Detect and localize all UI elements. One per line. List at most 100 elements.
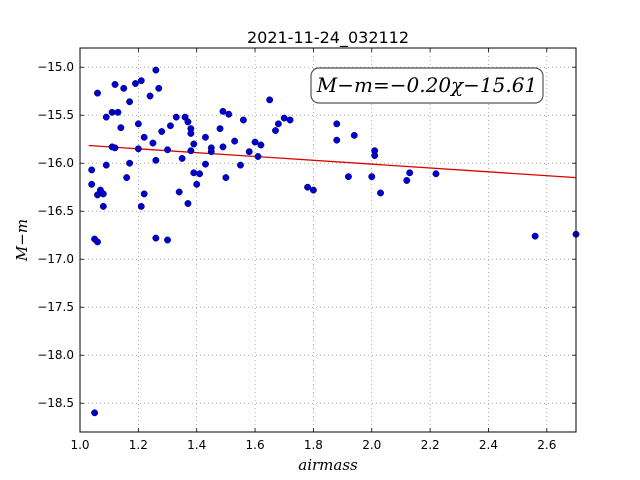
annotation-box: M−m=−0.20χ−15.61 bbox=[310, 67, 544, 104]
data-point bbox=[140, 133, 148, 141]
data-point bbox=[164, 146, 171, 154]
data-point bbox=[146, 92, 154, 100]
data-point bbox=[164, 236, 171, 244]
data-point bbox=[131, 80, 139, 87]
data-point bbox=[120, 84, 128, 92]
x-tick-label: 1.6 bbox=[246, 438, 265, 452]
data-point bbox=[274, 120, 282, 128]
data-point bbox=[102, 161, 110, 169]
y-tick-label: −16.0 bbox=[37, 156, 74, 170]
data-point bbox=[91, 409, 99, 417]
data-point bbox=[140, 190, 148, 198]
data-point bbox=[187, 147, 195, 155]
data-point bbox=[126, 98, 134, 106]
fit-equation: M−m=−0.20χ−15.61 bbox=[316, 73, 537, 97]
data-point bbox=[108, 108, 116, 116]
data-point bbox=[304, 183, 312, 191]
data-point bbox=[152, 66, 160, 74]
data-point bbox=[231, 137, 239, 145]
y-tick-label: −17.5 bbox=[37, 300, 74, 314]
data-point bbox=[184, 200, 192, 207]
data-point bbox=[172, 113, 180, 121]
x-tick-label: 2.4 bbox=[479, 438, 498, 452]
y-tick-label: −15.0 bbox=[37, 60, 74, 74]
data-point bbox=[88, 166, 96, 174]
data-point bbox=[239, 116, 247, 124]
data-point bbox=[134, 120, 142, 128]
y-tick-labels: −15.0 −15.5 −16.0 −16.5 −17.0 −17.5 −18.0 −18.5 bbox=[37, 60, 74, 410]
data-point bbox=[207, 148, 215, 156]
gridlines bbox=[79, 48, 576, 432]
data-points bbox=[88, 66, 580, 417]
x-tick-labels: 1.0 1.2 1.4 1.6 1.8 2.0 2.2 2.4 2.6 bbox=[70, 438, 556, 452]
x-axis-label: airmass bbox=[298, 456, 358, 474]
data-point bbox=[137, 202, 145, 210]
x-tick-label: 2.2 bbox=[421, 438, 440, 452]
data-point bbox=[216, 125, 224, 133]
data-point bbox=[158, 128, 166, 135]
data-point bbox=[190, 140, 198, 148]
x-tick-label: 1.8 bbox=[304, 438, 323, 452]
data-point bbox=[152, 234, 160, 242]
data-point bbox=[222, 174, 230, 182]
data-point bbox=[190, 169, 198, 177]
data-point bbox=[403, 177, 411, 184]
chart-title: 2021-11-24_032112 bbox=[247, 28, 409, 48]
y-axis-label: M−m bbox=[13, 219, 31, 262]
data-point bbox=[368, 173, 376, 181]
data-point bbox=[111, 144, 119, 152]
data-point bbox=[175, 188, 183, 196]
y-tick-label: −17.0 bbox=[37, 252, 74, 266]
data-point bbox=[371, 152, 379, 159]
annotation-frame bbox=[310, 67, 544, 104]
data-point bbox=[257, 141, 265, 149]
data-point bbox=[102, 113, 110, 121]
data-point bbox=[134, 145, 142, 153]
data-point bbox=[94, 238, 101, 246]
data-point bbox=[406, 169, 414, 177]
y-tick-label: −16.5 bbox=[37, 204, 74, 218]
data-point bbox=[333, 136, 341, 144]
data-point bbox=[155, 84, 163, 92]
axis-ticks bbox=[79, 48, 576, 432]
data-point bbox=[114, 108, 122, 116]
data-point bbox=[166, 122, 174, 130]
data-point bbox=[280, 114, 288, 122]
data-point bbox=[202, 160, 209, 168]
data-point bbox=[237, 161, 244, 169]
x-tick-label: 1.2 bbox=[129, 438, 148, 452]
data-point bbox=[202, 133, 209, 141]
data-point bbox=[254, 153, 262, 160]
data-point bbox=[309, 186, 317, 194]
data-point bbox=[344, 173, 352, 181]
data-point bbox=[137, 77, 145, 85]
data-point bbox=[88, 180, 96, 188]
data-point bbox=[225, 110, 233, 118]
data-point bbox=[333, 120, 341, 128]
x-tick-label: 2.0 bbox=[362, 438, 381, 452]
data-point bbox=[117, 124, 125, 132]
plot-frame bbox=[79, 47, 577, 433]
data-point bbox=[251, 138, 259, 146]
data-point bbox=[219, 107, 227, 115]
data-point bbox=[123, 174, 131, 182]
data-point bbox=[99, 202, 107, 210]
data-point bbox=[245, 148, 253, 156]
y-tick-label: −18.5 bbox=[37, 396, 74, 410]
data-point bbox=[531, 232, 539, 240]
data-point bbox=[377, 189, 384, 197]
data-point bbox=[196, 170, 204, 178]
data-point bbox=[350, 131, 358, 139]
data-point bbox=[272, 127, 279, 135]
data-point bbox=[219, 143, 227, 151]
data-point bbox=[111, 81, 119, 88]
data-point bbox=[99, 190, 107, 198]
x-tick-label: 1.4 bbox=[187, 438, 206, 452]
y-tick-label: −18.0 bbox=[37, 348, 74, 362]
data-point bbox=[149, 139, 157, 147]
data-point bbox=[126, 159, 134, 167]
data-point bbox=[193, 180, 201, 188]
data-point bbox=[266, 96, 274, 104]
y-tick-label: −15.5 bbox=[37, 108, 74, 122]
